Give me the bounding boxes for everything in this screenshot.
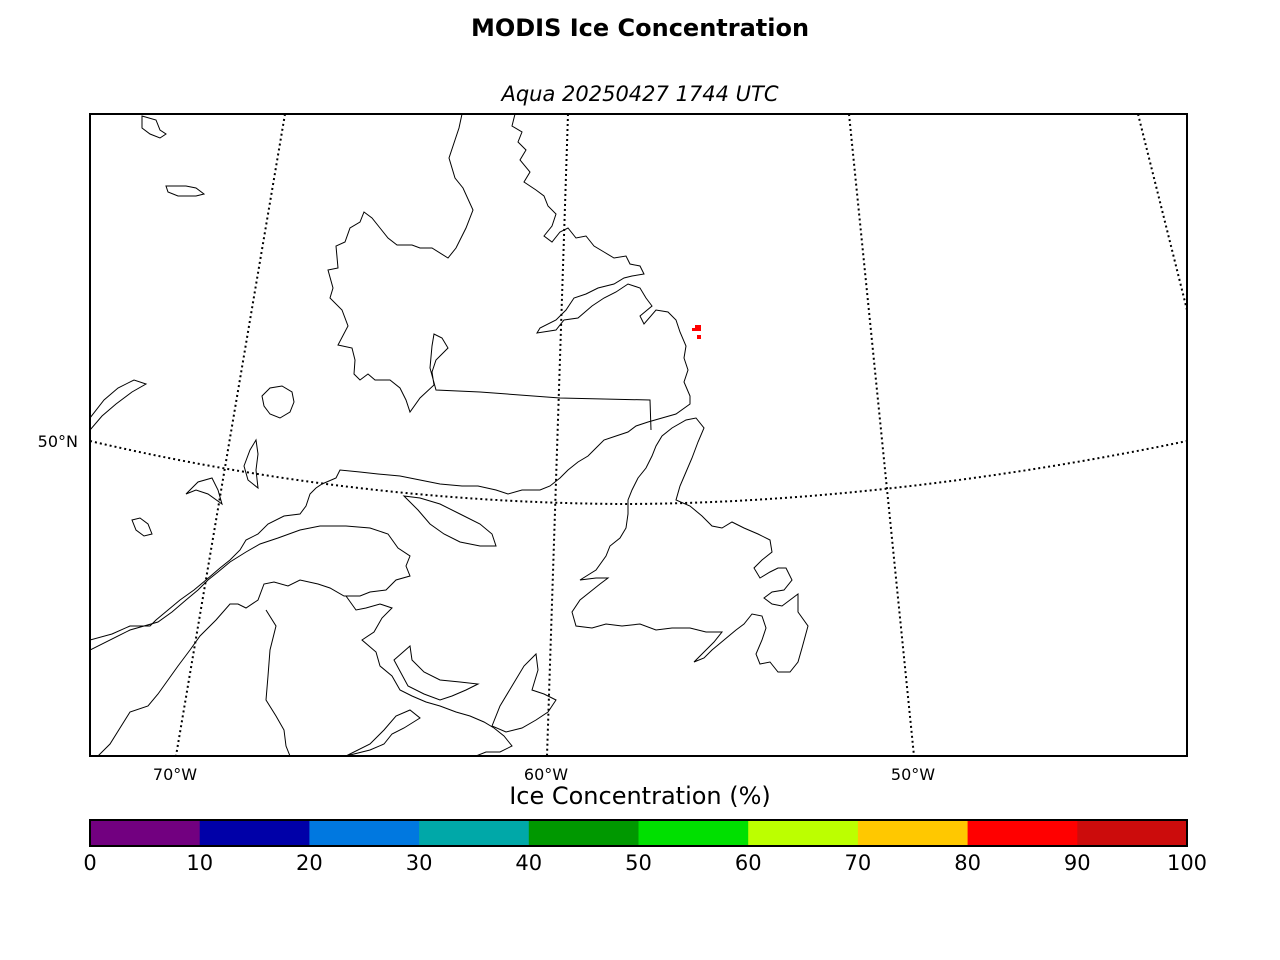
lon-50-line [848, 114, 915, 756]
newfoundland-island [571, 417, 809, 673]
colorbar-segment [309, 820, 420, 846]
colorbar-title: Ice Concentration (%) [509, 782, 771, 810]
lake-island-2 [141, 115, 167, 139]
colorbar-tick-label: 0 [83, 851, 96, 875]
colorbar-tick-label: 100 [1167, 851, 1207, 875]
colorbar-tick-label: 80 [954, 851, 981, 875]
new-brunswick-coast [265, 609, 291, 756]
colorbar-segment [90, 820, 201, 846]
map-subtitle: Aqua 20250427 1744 UTC [501, 82, 779, 106]
colorbar: 0 10 20 30 40 50 60 70 80 90 100 [83, 819, 1207, 875]
colorbar-tick-label: 70 [845, 851, 872, 875]
map-title: MODIS Ice Concentration [470, 14, 810, 42]
colorbar-frame [89, 819, 1188, 847]
nova-scotia-south [345, 709, 421, 756]
lon-label-60w: 60°W [524, 765, 568, 784]
lon-70-line [175, 114, 286, 756]
colorbar-segment [528, 820, 639, 846]
colorbar-segment [1077, 820, 1188, 846]
ice-pixel [695, 325, 701, 331]
colorbar-segment [967, 820, 1078, 846]
coastlines [90, 114, 809, 756]
western-coast [90, 379, 148, 431]
interior-river [185, 477, 223, 506]
lon-label-70w: 70°W [153, 765, 197, 784]
lat-50-line [90, 440, 1187, 506]
colorbar-tick-label: 20 [296, 851, 323, 875]
map-frame [89, 113, 1188, 757]
lake-island-3 [131, 517, 153, 537]
colorbar-tick-label: 60 [735, 851, 762, 875]
nova-scotia-coast [345, 595, 513, 756]
lon-label-50w: 50°W [891, 765, 935, 784]
cape-breton [491, 652, 557, 733]
ice-pixels [692, 325, 701, 339]
colorbar-tick-label: 40 [515, 851, 542, 875]
ice-pixel [697, 335, 701, 339]
lat-label-50n: 50°N [38, 432, 78, 451]
colorbar-tick-label: 90 [1064, 851, 1091, 875]
map-area [90, 114, 1187, 756]
gaspe-coast [90, 525, 411, 756]
ice-pixel [692, 328, 695, 331]
colorbar-segment [748, 820, 859, 846]
pei-island [393, 645, 480, 701]
lon-40-line [1137, 114, 1187, 311]
colorbar-segment [857, 820, 969, 846]
colorbar-segment [199, 820, 310, 846]
colorbar-tick-label: 30 [406, 851, 433, 875]
anticosti-island [402, 495, 497, 547]
lake-manicouagan [261, 385, 295, 419]
colorbar-tick-label: 50 [625, 851, 652, 875]
lake-island-1 [165, 185, 206, 197]
graticule [90, 114, 1187, 756]
labrador-coast [327, 114, 652, 431]
colorbar-tick-label: 10 [186, 851, 213, 875]
lon-60-line [546, 114, 569, 756]
colorbar-segment [638, 820, 749, 846]
colorbar-segment [419, 820, 530, 846]
labrador-north-coast [90, 114, 691, 641]
interior-river-2 [243, 438, 259, 490]
